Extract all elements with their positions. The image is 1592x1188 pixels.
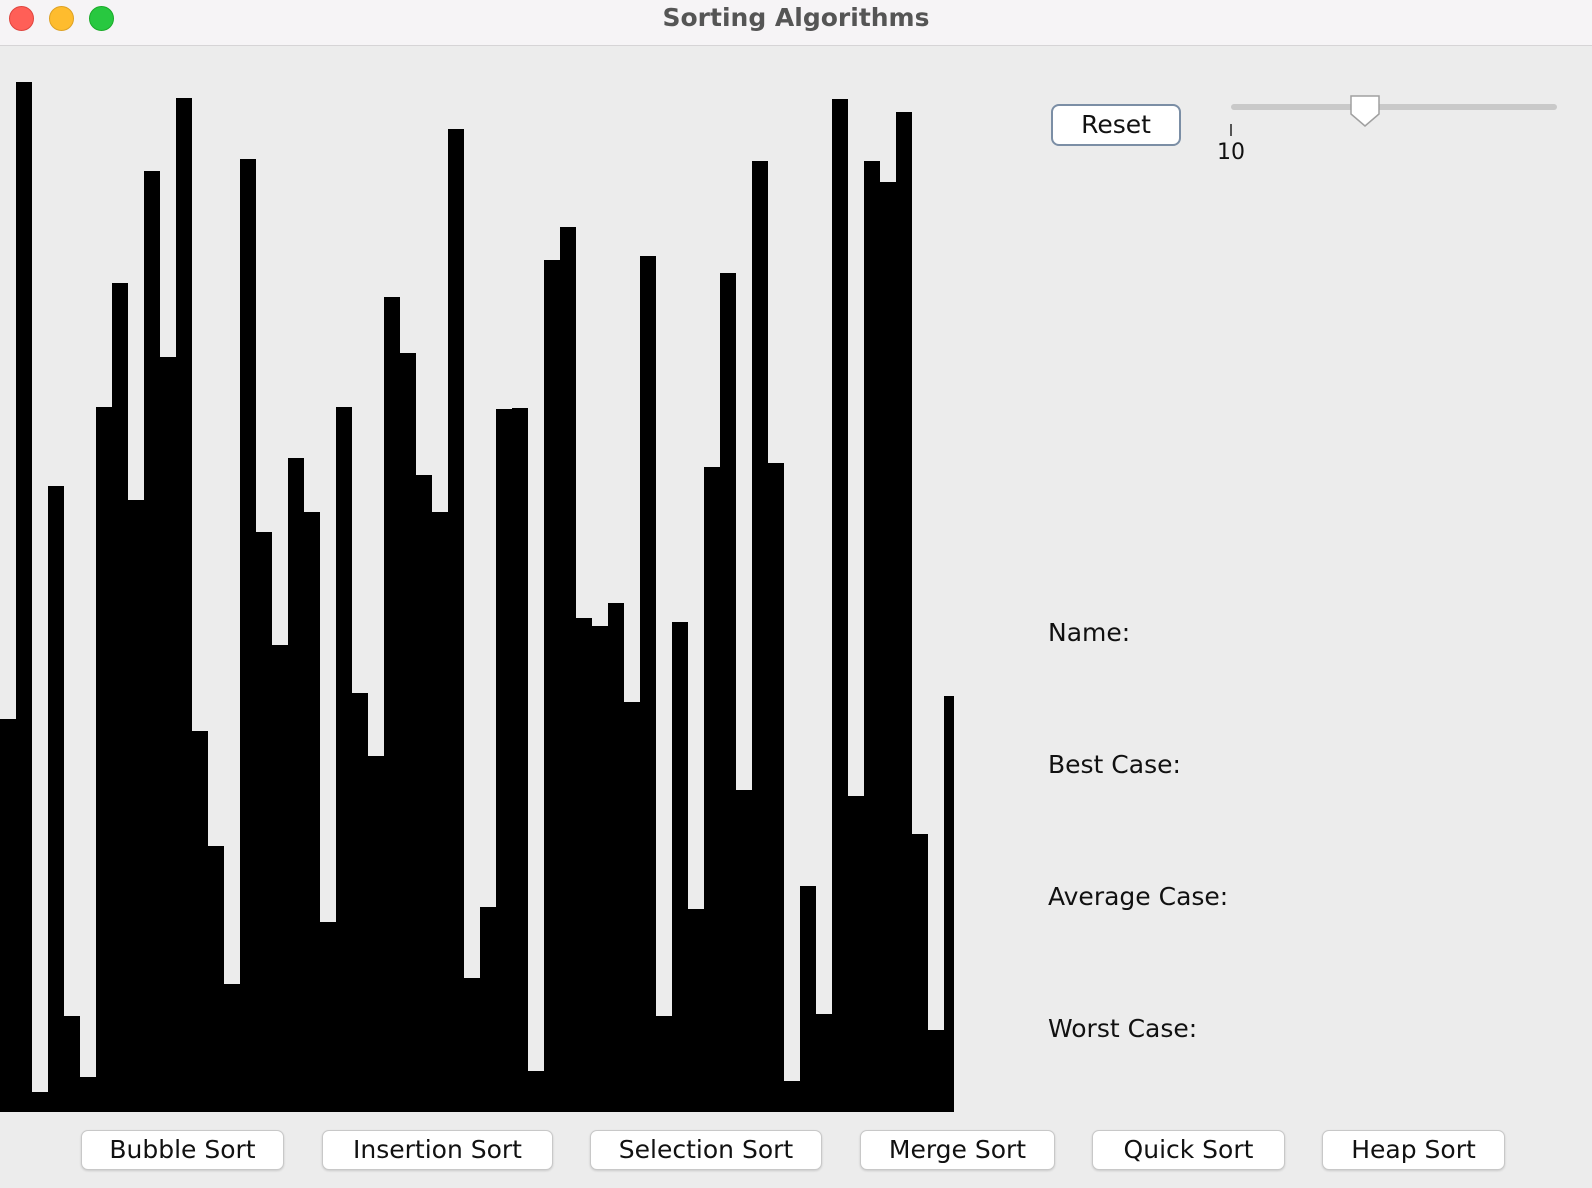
bar-chart-svg xyxy=(0,82,954,1112)
bar xyxy=(768,463,784,1112)
bar xyxy=(336,407,352,1112)
bar xyxy=(896,112,912,1112)
bar xyxy=(592,626,608,1112)
bar xyxy=(944,696,954,1112)
heap-sort-button[interactable]: Heap Sort xyxy=(1322,1130,1505,1170)
bar xyxy=(784,1081,800,1112)
bar xyxy=(688,909,704,1112)
bar xyxy=(672,622,688,1112)
bar xyxy=(640,256,656,1112)
bar xyxy=(176,98,192,1112)
bar xyxy=(288,458,304,1112)
best-case-label: Best Case: xyxy=(1048,750,1181,779)
slider-thumb[interactable] xyxy=(1348,94,1382,128)
bar xyxy=(432,512,448,1112)
bar xyxy=(512,408,528,1112)
slider-track[interactable] xyxy=(1231,104,1557,110)
insertion-sort-button[interactable]: Insertion Sort xyxy=(322,1130,553,1170)
zoom-window-button[interactable] xyxy=(89,6,114,31)
selection-sort-button[interactable]: Selection Sort xyxy=(590,1130,822,1170)
bar xyxy=(112,283,128,1112)
bar xyxy=(128,500,144,1112)
average-case-label: Average Case: xyxy=(1048,882,1229,911)
bar xyxy=(912,834,928,1112)
bar xyxy=(464,978,480,1112)
bar xyxy=(96,407,112,1112)
bar-visualization xyxy=(0,46,954,1112)
bar xyxy=(576,618,592,1112)
bar xyxy=(720,273,736,1112)
array-size-slider[interactable]: 10 xyxy=(1217,94,1560,176)
bar xyxy=(832,99,848,1112)
bar xyxy=(864,161,880,1112)
bar xyxy=(144,171,160,1112)
bar xyxy=(800,886,816,1112)
bar xyxy=(880,182,896,1112)
bar xyxy=(192,731,208,1112)
quick-sort-button[interactable]: Quick Sort xyxy=(1092,1130,1285,1170)
bar xyxy=(736,790,752,1112)
bubble-sort-button[interactable]: Bubble Sort xyxy=(81,1130,284,1170)
bar xyxy=(480,907,496,1112)
bar xyxy=(656,1016,672,1112)
bar xyxy=(560,227,576,1112)
bar xyxy=(208,846,224,1112)
reset-button[interactable]: Reset xyxy=(1051,104,1181,146)
bar xyxy=(160,357,176,1112)
bar xyxy=(544,260,560,1112)
bar xyxy=(320,922,336,1112)
bar xyxy=(848,796,864,1112)
slider-tick xyxy=(1230,124,1232,136)
bar xyxy=(608,603,624,1112)
bar xyxy=(224,984,240,1112)
bar xyxy=(240,159,256,1112)
bar xyxy=(80,1077,96,1112)
bar xyxy=(256,532,272,1112)
bar xyxy=(16,82,32,1112)
bar xyxy=(704,467,720,1112)
bar xyxy=(448,129,464,1112)
bar xyxy=(0,719,16,1112)
bar xyxy=(272,645,288,1112)
slider-min-label: 10 xyxy=(1217,140,1245,165)
close-window-button[interactable] xyxy=(9,6,34,31)
bar xyxy=(64,1016,80,1112)
bar xyxy=(496,409,512,1112)
bar xyxy=(928,1030,944,1112)
bar xyxy=(416,475,432,1112)
bar xyxy=(624,702,640,1112)
bar xyxy=(528,1071,544,1112)
merge-sort-button[interactable]: Merge Sort xyxy=(860,1130,1055,1170)
name-label: Name: xyxy=(1048,618,1131,647)
bar xyxy=(400,353,416,1112)
bar xyxy=(48,486,64,1112)
bar xyxy=(752,161,768,1112)
bar xyxy=(352,693,368,1112)
title-bar: Sorting Algorithms xyxy=(0,0,1592,46)
bar xyxy=(368,756,384,1112)
window-title: Sorting Algorithms xyxy=(662,3,930,32)
worst-case-label: Worst Case: xyxy=(1048,1014,1198,1043)
bar xyxy=(304,512,320,1112)
bar xyxy=(816,1014,832,1112)
bar xyxy=(384,297,400,1112)
bar xyxy=(32,1092,48,1112)
minimize-window-button[interactable] xyxy=(49,6,74,31)
